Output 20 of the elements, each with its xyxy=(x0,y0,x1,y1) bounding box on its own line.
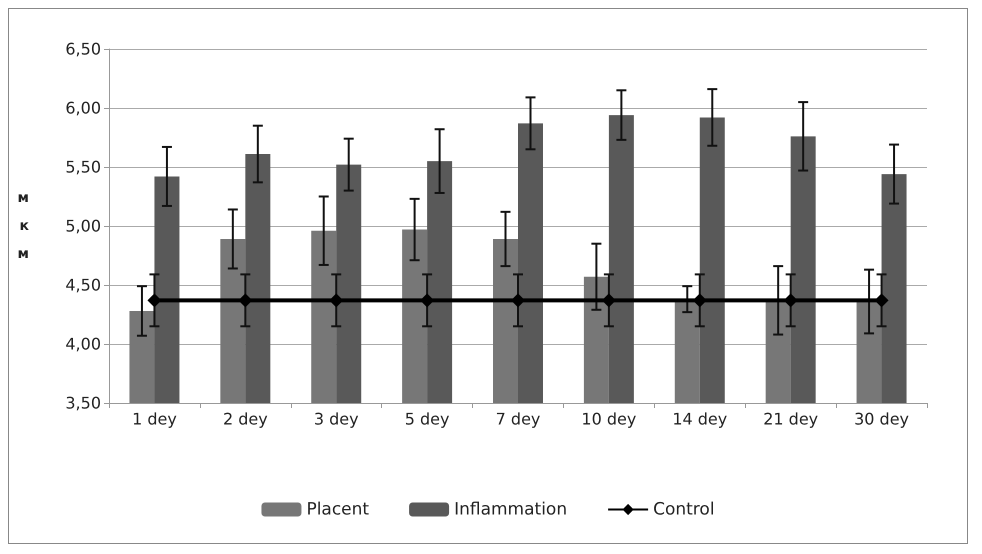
y-axis-title: мкм xyxy=(18,190,30,262)
x-tick-label: 2 dey xyxy=(222,410,268,428)
y-tick-label: 3,50 xyxy=(65,394,101,412)
y-tick-label: 6,50 xyxy=(65,40,101,58)
y-tick-label: 5,00 xyxy=(65,216,101,236)
x-tick-label: 14 dey xyxy=(672,410,728,428)
legend-label: Inflammation xyxy=(454,500,568,520)
x-tick-label: 3 dey xyxy=(314,410,359,428)
x-tick-label: 1 dey xyxy=(132,410,177,428)
x-tick-label: 21 dey xyxy=(763,410,818,428)
x-tick-label: 30 dey xyxy=(854,410,910,428)
y-tick-label: 5,50 xyxy=(65,158,101,176)
x-tick-label: 7 dey xyxy=(496,410,540,428)
x-tick-label: 5 dey xyxy=(404,410,450,428)
legend-label: Control xyxy=(653,500,715,520)
y-tick-label: 6,00 xyxy=(65,98,101,118)
y-tick-label: 4,50 xyxy=(65,276,101,294)
y-tick-label: 4,00 xyxy=(65,334,101,354)
legend-label: Placent xyxy=(306,500,370,520)
x-tick-label: 10 dey xyxy=(581,410,636,428)
